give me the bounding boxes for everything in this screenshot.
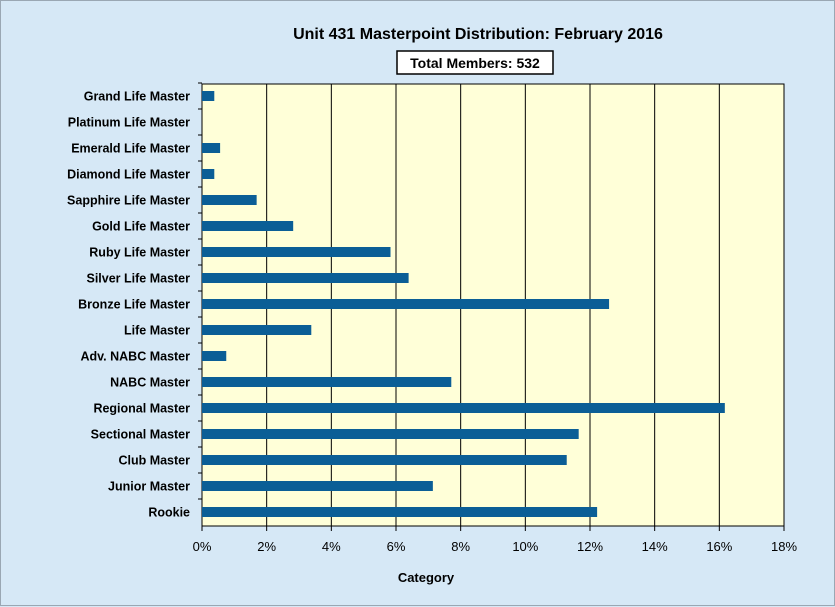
x-tick-label: 10% (512, 539, 538, 554)
category-label: Junior Master (108, 480, 190, 494)
category-label: Grand Life Master (84, 90, 190, 104)
category-label: Gold Life Master (92, 220, 190, 234)
x-tick-label: 0% (193, 539, 212, 554)
category-label: Club Master (118, 454, 190, 468)
bars (202, 91, 725, 517)
category-label: NABC Master (110, 376, 190, 390)
category-label: Regional Master (93, 402, 190, 416)
x-tick-labels: 0% 2% 4% 6% 8% 10% 12% 14% 16% 18% (193, 539, 798, 554)
bar (202, 247, 391, 257)
bar (202, 221, 294, 231)
bar (202, 455, 567, 465)
bar (202, 429, 579, 439)
category-label: Bronze Life Master (78, 298, 190, 312)
category-label: Sapphire Life Master (67, 194, 190, 208)
category-label: Rookie (148, 506, 190, 520)
chart-title: Unit 431 Masterpoint Distribution: Febru… (293, 26, 663, 43)
x-tick-label: 12% (577, 539, 603, 554)
x-axis-title: Category (398, 570, 455, 585)
x-tick-label: 18% (771, 539, 797, 554)
category-label: Silver Life Master (86, 272, 190, 286)
category-label: Ruby Life Master (89, 246, 190, 260)
bar (202, 195, 257, 205)
bar (202, 143, 221, 153)
total-members-box: Total Members: 532 (396, 50, 554, 75)
bar (202, 481, 433, 491)
bar (202, 325, 312, 335)
x-tick-label: 4% (322, 539, 341, 554)
x-tick-label: 2% (257, 539, 276, 554)
category-label: Emerald Life Master (71, 142, 190, 156)
bar (202, 299, 610, 309)
category-label: Adv. NABC Master (80, 350, 190, 364)
x-tick-label: 6% (387, 539, 406, 554)
bar (202, 507, 598, 517)
x-tick-label: 8% (451, 539, 470, 554)
x-tick-label: 16% (706, 539, 732, 554)
bar (202, 273, 409, 283)
bar (202, 91, 215, 101)
category-label: Diamond Life Master (67, 168, 190, 182)
x-tick-label: 14% (642, 539, 668, 554)
bar (202, 377, 452, 387)
category-label: Life Master (124, 324, 190, 338)
bar (202, 169, 215, 179)
category-label: Sectional Master (91, 428, 190, 442)
bar (202, 351, 227, 361)
bar (202, 403, 725, 413)
total-members-label: Total Members: 532 (410, 55, 540, 71)
category-label: Platinum Life Master (68, 116, 190, 130)
total-members-frame (396, 50, 554, 75)
category-labels: Grand Life Master Platinum Life Master Eme… (67, 90, 190, 520)
